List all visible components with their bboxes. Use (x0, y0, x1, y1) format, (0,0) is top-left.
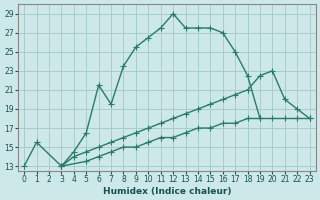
X-axis label: Humidex (Indice chaleur): Humidex (Indice chaleur) (103, 187, 231, 196)
